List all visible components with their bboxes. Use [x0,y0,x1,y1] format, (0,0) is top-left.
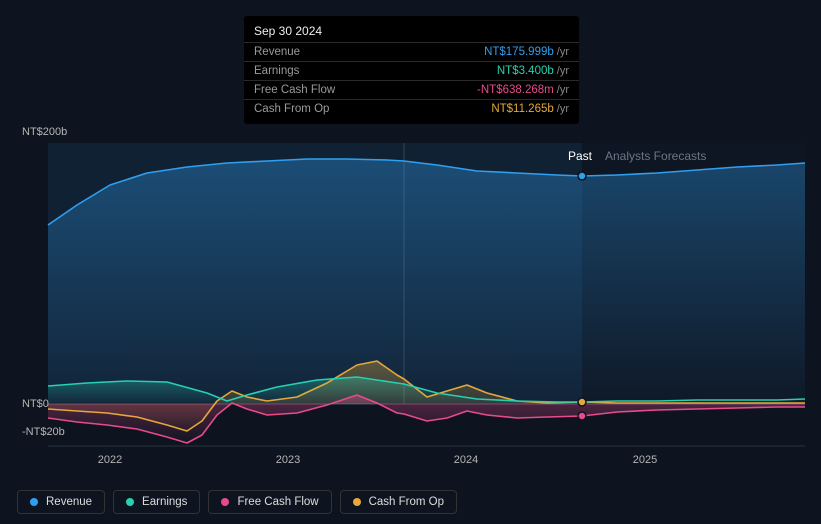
forecast-label: Analysts Forecasts [605,149,706,163]
x-axis-tick: 2022 [98,454,122,466]
tooltip-metric-label: Free Cash Flow [254,84,335,96]
x-axis-tick: 2025 [633,454,657,466]
legend-label: Free Cash Flow [237,496,318,508]
tooltip-metric-value: NT$3.400b/yr [497,65,569,77]
legend-item[interactable]: Cash From Op [340,490,457,514]
legend-dot-icon [30,498,38,506]
tooltip-metric-value: NT$11.265b/yr [491,103,569,115]
legend-item[interactable]: Earnings [113,490,200,514]
tooltip-row: Free Cash Flow -NT$638.268m/yr [244,80,579,99]
y-axis-tick: NT$200b [22,126,67,138]
tooltip-metric-value: -NT$638.268m/yr [477,84,569,96]
tooltip-row: Revenue NT$175.999b/yr [244,42,579,61]
tooltip-metric-value: NT$175.999b/yr [484,46,569,58]
legend-dot-icon [353,498,361,506]
tooltip-row: Earnings NT$3.400b/yr [244,61,579,80]
legend-item[interactable]: Revenue [17,490,105,514]
chart-area[interactable] [17,125,805,452]
past-label: Past [568,149,592,163]
legend-label: Earnings [142,496,187,508]
legend-label: Revenue [46,496,92,508]
tooltip-row: Cash From Op NT$11.265b/yr [244,99,579,118]
tooltip-date: Sep 30 2024 [244,22,579,42]
legend-dot-icon [221,498,229,506]
x-axis-tick: 2023 [276,454,300,466]
y-axis-tick: -NT$20b [22,426,65,438]
chart-legend: Revenue Earnings Free Cash Flow Cash From O… [17,490,457,514]
chart-tooltip: Sep 30 2024 Revenue NT$175.999b/yr Earnings… [244,16,579,124]
legend-dot-icon [126,498,134,506]
tooltip-metric-label: Revenue [254,46,300,58]
legend-label: Cash From Op [369,496,444,508]
tooltip-metric-label: Earnings [254,65,299,77]
tooltip-metric-label: Cash From Op [254,103,329,115]
x-axis-tick: 2024 [454,454,478,466]
legend-item[interactable]: Free Cash Flow [208,490,331,514]
y-axis-tick: NT$0 [22,398,49,410]
chart-svg [17,125,805,452]
